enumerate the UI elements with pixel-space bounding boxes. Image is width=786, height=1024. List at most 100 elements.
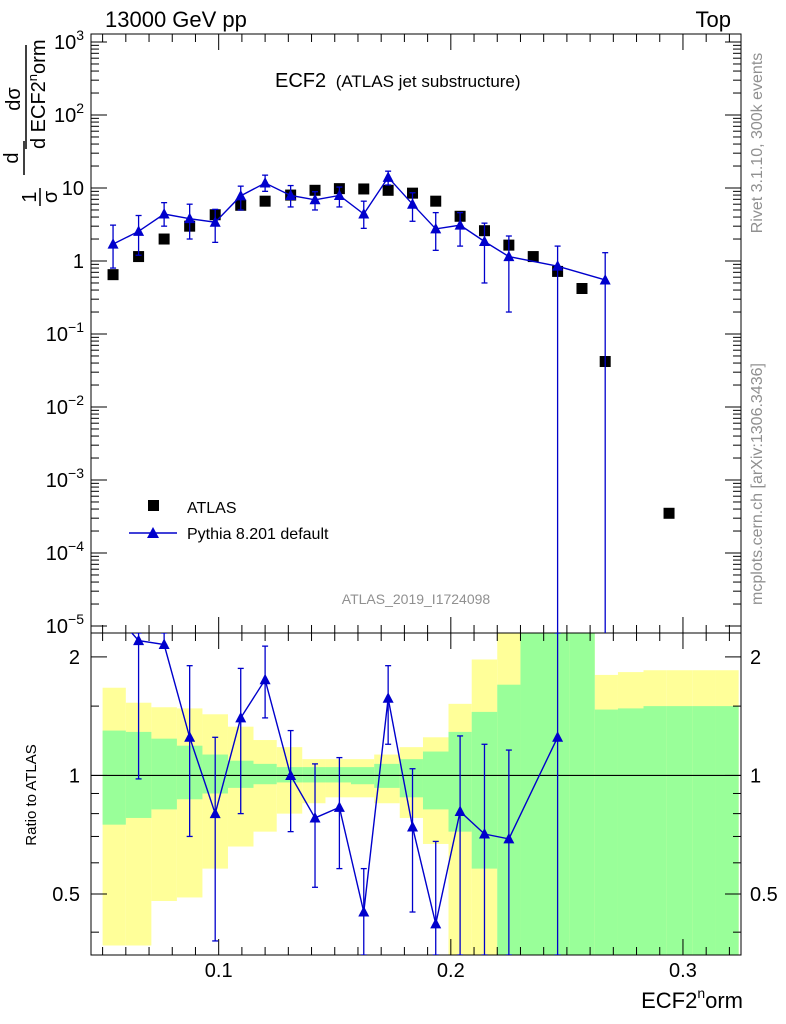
ratio-pythia-data-point — [235, 711, 247, 723]
pythia-data-point — [382, 171, 394, 182]
legend-atlas-marker — [148, 500, 159, 511]
pythia-data-point — [235, 189, 247, 201]
x-tick-label: 0.1 — [205, 960, 233, 982]
ratio-pythia-data-point — [430, 917, 442, 929]
legend-pythia-label: Pythia 8.201 default — [187, 526, 329, 543]
atlas-data-point — [382, 184, 394, 196]
analysis-watermark: ATLAS_2019_I1724098 — [342, 591, 491, 607]
green-band-bin — [715, 706, 739, 955]
ratio-pythia-data-point — [133, 634, 145, 646]
green-band-bin — [325, 767, 351, 783]
y-tick-label: 1 — [73, 251, 84, 273]
atlas-data-point — [663, 507, 675, 519]
pythia-data-point — [309, 193, 321, 205]
y-tick-label: 102 — [54, 100, 84, 127]
pythia-data-point — [259, 177, 271, 188]
plot-title: ECF2 (ATLAS jet substructure) — [275, 70, 521, 92]
pythia-data-point — [158, 208, 170, 219]
ratio-y-axis-label: Ratio to ATLAS — [23, 744, 40, 845]
ratio-y-tick-label-right: 1 — [750, 765, 761, 787]
ratio-pythia-data-point — [333, 801, 345, 812]
pythia-data-point — [209, 216, 221, 227]
ratio-data — [91, 606, 741, 955]
y-tick-label: 10−3 — [46, 465, 84, 492]
x-tick-label: 0.3 — [669, 960, 697, 982]
ratio-pythia-data-point — [478, 828, 490, 839]
pythia-data-point — [552, 260, 564, 271]
pythia-data-point — [407, 198, 419, 209]
header-process-label: Top — [696, 7, 731, 32]
green-band-bin — [617, 708, 644, 955]
green-band-bin — [102, 730, 126, 825]
ratio-y-tick-label-right: 0.5 — [750, 884, 778, 906]
ratio-y-tick-label: 2 — [69, 647, 80, 669]
green-band-bin — [666, 706, 693, 955]
pythia-data-point — [430, 222, 442, 234]
y-tick-label: 10−2 — [46, 392, 84, 419]
main-axes: 10−5 10−4 10−3 10−2 10−1 1 10 102 103 — [46, 27, 741, 638]
ratio-pythia-data-point — [285, 769, 297, 780]
ratio-y-tick-label: 0.5 — [52, 884, 80, 906]
pythia-data-point — [333, 189, 345, 200]
y-label-decf: d ECF2norm — [25, 40, 50, 150]
header-energy-label: 13000 GeV pp — [105, 7, 247, 32]
green-band-bin — [422, 751, 449, 810]
green-band-bin — [569, 633, 595, 955]
mcplots-reference-label: mcplots.cern.ch [arXiv:1306.3436] — [749, 363, 766, 605]
pythia-data-point — [478, 235, 490, 246]
pythia-data-point — [133, 225, 145, 236]
rivet-version-label: Rivet 3.1.10, 300k events — [749, 53, 766, 234]
atlas-data-point — [358, 183, 370, 195]
ratio-pythia-data-point — [503, 832, 515, 844]
ratio-pythia-data-point — [184, 731, 196, 742]
ratio-pythia-data-point — [309, 811, 321, 823]
atlas-data-point — [107, 269, 119, 281]
ratio-pythia-data-point — [358, 906, 370, 917]
legend-pythia-marker — [147, 527, 159, 538]
plot-title-main: ECF2 — [275, 70, 326, 92]
ratio-uncertainty-bands — [102, 633, 739, 955]
pythia-data-point — [454, 219, 466, 230]
x-tick-label: 0.2 — [437, 960, 465, 982]
atlas-data-point — [133, 251, 145, 263]
main-plot-frame — [90, 33, 742, 634]
atlas-data-point — [430, 195, 442, 207]
y-tick-label: 10−1 — [46, 319, 84, 346]
green-band-bin — [520, 633, 546, 955]
y-label-dsigma: dσ — [3, 87, 25, 111]
pythia-data-point — [503, 250, 515, 262]
y-tick-label: 10−4 — [46, 538, 84, 565]
pythia-data-point — [599, 273, 611, 285]
legend-atlas-label: ATLAS — [187, 500, 237, 517]
atlas-data-point — [527, 251, 539, 263]
ratio-axes: 0.1 0.2 0.3 0.5 0.5 1 1 2 2 — [52, 633, 778, 982]
pythia-data-point — [107, 238, 119, 249]
y-label-frac-one-num: 1 — [19, 191, 41, 202]
pythia-data-point — [184, 212, 196, 224]
yellow-band-bin — [253, 740, 277, 832]
main-data — [107, 170, 675, 633]
green-band-bin — [692, 706, 716, 955]
y-label-frac-num: d — [1, 152, 23, 163]
ratio-pythia-data-point — [158, 638, 170, 650]
ratio-pythia-data-point — [382, 692, 394, 703]
ratio-pythia-data-point — [259, 673, 271, 685]
atlas-data-point — [309, 184, 321, 196]
ratio-plot-frame — [90, 632, 742, 956]
ratio-y-tick-label: 1 — [69, 765, 80, 787]
x-axis-label: ECF2norm — [641, 985, 743, 1013]
pythia-data-point — [285, 189, 297, 200]
ratio-pythia-data-point — [407, 820, 419, 832]
atlas-data-point — [576, 283, 588, 295]
green-band-bin — [151, 738, 177, 810]
ratio-y-tick-label-right: 2 — [750, 647, 761, 669]
ratio-pythia-data-point — [108, 606, 119, 617]
y-tick-label: 103 — [54, 27, 84, 54]
atlas-data-point — [158, 233, 170, 245]
green-band-bin — [594, 709, 618, 955]
plot-title-sub: (ATLAS jet substructure) — [336, 72, 521, 91]
y-tick-label: 10 — [62, 178, 84, 200]
pythia-data-point — [358, 208, 370, 219]
atlas-data-point — [259, 195, 271, 207]
